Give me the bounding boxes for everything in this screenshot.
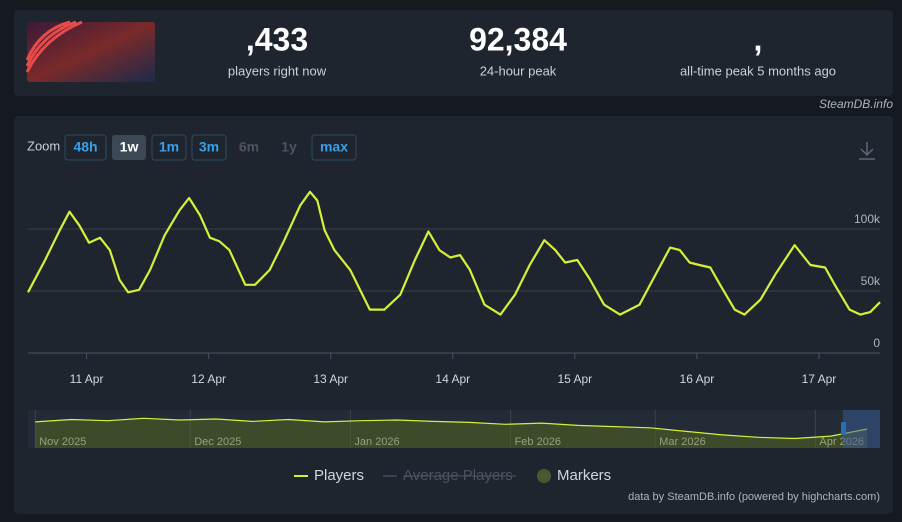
legend-label[interactable]: Markers [557,467,611,484]
zoom-option[interactable]: 3m [199,139,219,155]
zoom-button[interactable] [64,134,107,161]
x-tick-label: 12 Apr [191,372,226,386]
download-icon[interactable] [859,142,875,160]
game-thumbnail [27,22,155,82]
x-tick-label: 17 Apr [802,372,837,386]
stat-value: , [754,21,763,57]
legend-label[interactable]: Average Players [403,467,513,484]
zoom-option: 6m [239,139,259,155]
zoom-option: 1y [281,139,297,155]
chart-card [14,116,893,514]
zoom-option[interactable]: 1m [159,139,179,155]
x-tick-label: 14 Apr [435,372,470,386]
zoom-button[interactable] [191,134,227,161]
stat-value: 92,384 [469,21,567,57]
zoom-label: Zoom [27,138,60,153]
navigator-handle[interactable] [841,422,846,435]
area-fill [35,418,868,448]
x-tick-label: 15 Apr [557,372,592,386]
stat-value: ,433 [246,21,308,57]
zoom-option[interactable]: 48h [73,139,97,155]
thumb-art [25,20,83,73]
navigator-selection[interactable] [843,410,880,448]
footer-credit: data by SteamDB.info (powered by highcha… [628,491,880,503]
stat-label: 24-hour peak [480,63,557,78]
zoom-option[interactable]: max [320,139,348,155]
legend-label[interactable]: Players [314,467,364,484]
credit: SteamDB.info [819,97,893,111]
zoom-option[interactable]: 1w [120,139,139,155]
series-line [27,190,881,316]
x-tick-label: 11 Apr [70,372,104,386]
x-tick-label: 16 Apr [680,372,715,386]
stat-label: players right now [228,63,327,78]
stats-card [14,10,893,96]
y-tick-label: 50k [861,274,881,288]
zoom-button[interactable] [112,135,146,160]
stat-label: all-time peak 5 months ago [680,63,836,78]
zoom-button[interactable] [151,134,187,161]
y-tick-label: 0 [873,336,880,350]
legend-swatch [537,469,551,483]
y-tick-label: 100k [854,212,881,226]
navigator-line [35,417,868,440]
zoom-button[interactable] [311,134,357,161]
x-tick-label: 13 Apr [313,372,348,386]
